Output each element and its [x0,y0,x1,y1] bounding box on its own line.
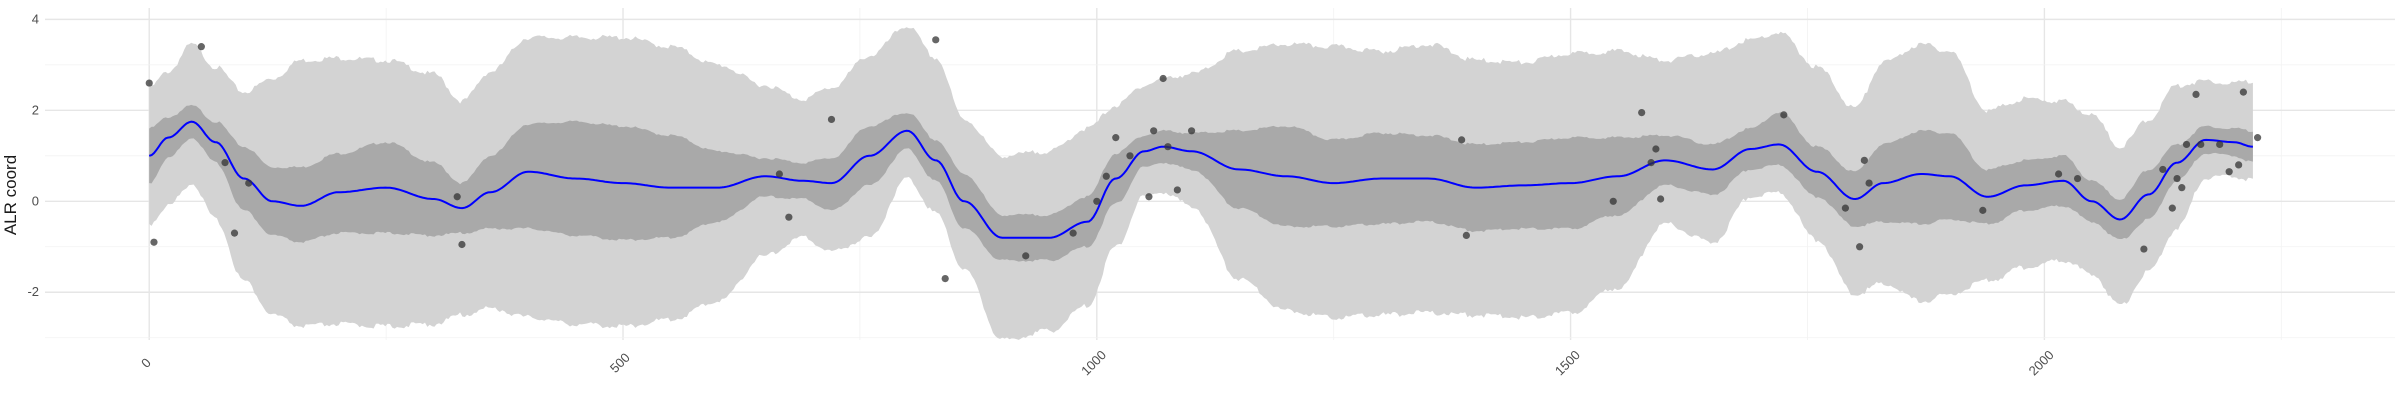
x-tick-label: 1500 [1552,347,1583,378]
data-point [1173,186,1181,194]
data-point [827,115,836,124]
data-point [1780,111,1788,119]
y-axis-title: ALR coord [1,155,20,235]
data-point [785,213,793,221]
y-tick-label: -2 [27,284,39,299]
data-point [1145,193,1153,201]
y-tick-label: 2 [32,102,39,117]
data-point [1860,156,1868,164]
data-point [775,170,783,178]
data-point [2239,88,2247,96]
data-point [1609,197,1617,205]
data-point [941,275,949,283]
data-point [1093,197,1101,205]
data-point [2168,204,2176,212]
data-point [145,79,153,87]
mean-line-layer [148,120,2253,239]
data-point [932,36,940,44]
y-tick-label: 4 [32,11,39,26]
data-point [1022,252,1030,260]
data-point [2225,168,2233,176]
data-point [1979,206,1987,214]
data-point [2073,174,2082,183]
outer-band-layer [149,27,2253,340]
x-tick-label: 0 [138,355,154,371]
y-tick-label: 0 [32,193,39,208]
x-tick-label: 1000 [1078,347,1109,378]
data-point [1458,136,1466,144]
data-point [1657,195,1665,203]
data-point [2182,140,2191,149]
data-point [1112,134,1120,142]
data-point [2159,165,2167,174]
data-point [2254,134,2262,142]
data-point [150,238,158,246]
data-point [1652,145,1660,153]
x-axis-tick-labels: 0 500 1000 1500 2000 [138,347,2057,378]
data-point [458,240,466,249]
data-point [1159,74,1167,83]
points-layer [145,36,2262,283]
data-point [1102,172,1110,180]
data-point [1126,152,1134,160]
data-point [1462,231,1470,239]
y-axis-tick-labels: -2 0 2 4 [27,11,39,299]
outer-confidence-band [149,27,2253,340]
data-point [1856,243,1864,251]
data-point [197,43,205,51]
mean-line [148,120,2253,239]
data-point [2235,161,2243,169]
data-point [1164,143,1172,151]
data-point [2197,140,2205,149]
data-point [2173,174,2181,183]
data-point [1647,159,1655,167]
data-point [1150,127,1158,135]
data-point [2192,90,2200,99]
data-point [1865,179,1873,187]
data-point [1069,229,1077,237]
x-tick-label: 2000 [2026,347,2057,378]
data-point [245,179,253,187]
data-point [1841,204,1850,212]
data-point [2140,245,2148,253]
data-point [221,159,229,167]
x-tick-label: 500 [607,350,633,376]
inner-band-layer [149,104,2253,262]
data-point [2055,170,2063,178]
data-point [1187,127,1196,135]
data-point [2178,184,2186,192]
data-point [453,193,461,201]
inner-confidence-band [149,104,2253,262]
data-point [1638,109,1646,117]
data-point [230,229,239,237]
data-point [2216,140,2224,149]
